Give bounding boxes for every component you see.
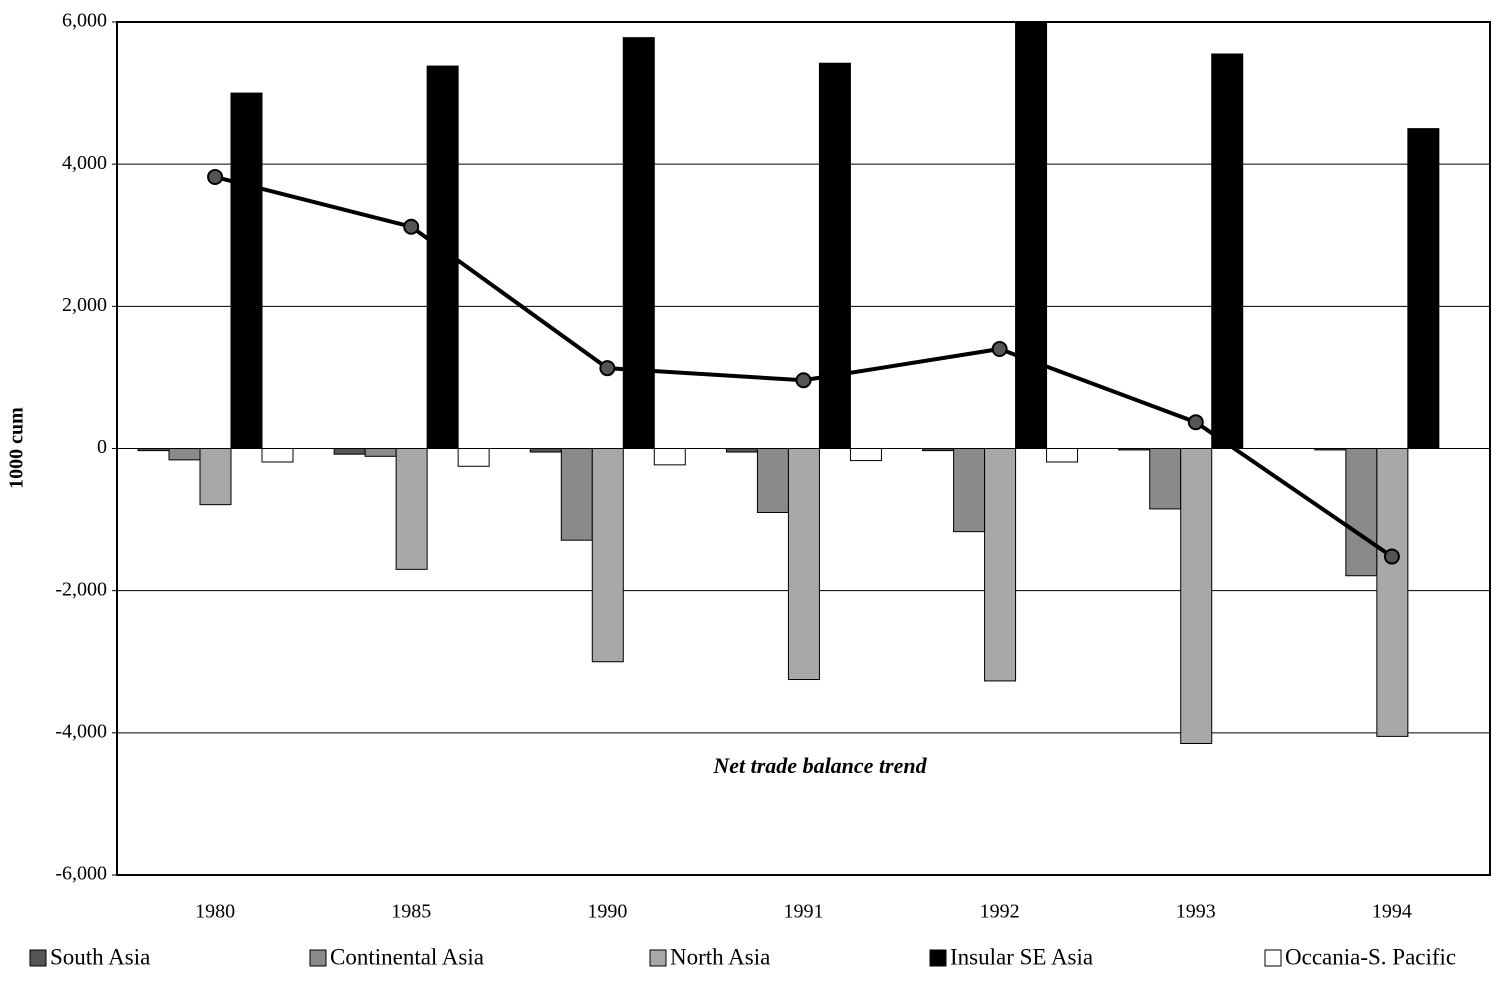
trend-marker xyxy=(207,168,224,185)
bar xyxy=(1407,128,1440,449)
x-tick-label: 1991 xyxy=(784,901,824,923)
y-axis-label: 1000 cum xyxy=(6,407,28,489)
bar xyxy=(560,448,593,541)
bar xyxy=(333,448,366,455)
y-tick-label: 0 xyxy=(97,436,107,458)
trend-marker xyxy=(795,372,812,389)
y-tick-label: 4,000 xyxy=(62,152,107,174)
bar xyxy=(818,62,851,449)
legend-swatch xyxy=(309,949,327,967)
bar xyxy=(230,92,263,449)
bar xyxy=(653,448,686,466)
x-tick-label: 1993 xyxy=(1176,901,1216,923)
bar xyxy=(984,448,1017,682)
bar xyxy=(1376,448,1409,737)
bar xyxy=(1149,448,1182,510)
y-tick-label: -6,000 xyxy=(55,863,107,885)
bar xyxy=(1314,448,1347,451)
legend-label: North Asia xyxy=(670,944,770,969)
bar xyxy=(591,448,624,663)
bar xyxy=(622,37,655,449)
trend-marker xyxy=(599,360,616,377)
trend-marker xyxy=(403,218,420,235)
bar xyxy=(261,448,294,463)
bar xyxy=(1180,448,1213,744)
y-tick-label: -4,000 xyxy=(55,720,107,742)
legend-swatch xyxy=(929,949,947,967)
bar xyxy=(849,448,882,462)
bar xyxy=(1118,448,1151,451)
bar xyxy=(725,448,758,453)
x-tick-label: 1990 xyxy=(587,901,627,923)
bar xyxy=(457,448,490,467)
bar xyxy=(756,448,789,513)
x-tick-label: 1980 xyxy=(195,901,235,923)
bar xyxy=(199,448,232,506)
y-tick-label: 2,000 xyxy=(62,294,107,316)
x-tick-label: 1994 xyxy=(1372,901,1412,923)
annotation: Net trade balance trend xyxy=(712,753,927,778)
y-tick-label: -2,000 xyxy=(55,578,107,600)
bar xyxy=(787,448,820,681)
bar xyxy=(529,448,562,453)
x-tick-label: 1992 xyxy=(980,901,1020,923)
trend-marker xyxy=(1383,548,1400,565)
legend-label: Occania-S. Pacific xyxy=(1285,944,1456,969)
y-tick-label: 6,000 xyxy=(62,10,107,32)
bar xyxy=(953,448,986,533)
legend-label: South Asia xyxy=(50,944,150,969)
legend-label: Continental Asia xyxy=(330,944,484,969)
trend-marker xyxy=(1187,414,1204,431)
bar xyxy=(1015,21,1048,449)
legend-swatch xyxy=(1264,949,1282,967)
legend-swatch xyxy=(649,949,667,967)
bar xyxy=(922,448,955,452)
trend-marker xyxy=(991,340,1008,357)
bar xyxy=(1211,53,1244,450)
bar xyxy=(1345,448,1378,577)
bar xyxy=(1046,448,1079,463)
bar xyxy=(137,448,170,452)
bar xyxy=(395,448,428,570)
bar xyxy=(364,448,397,457)
legend-swatch xyxy=(29,949,47,967)
x-tick-label: 1985 xyxy=(391,901,431,923)
legend-label: Insular SE Asia xyxy=(950,944,1093,969)
bar xyxy=(168,448,201,461)
